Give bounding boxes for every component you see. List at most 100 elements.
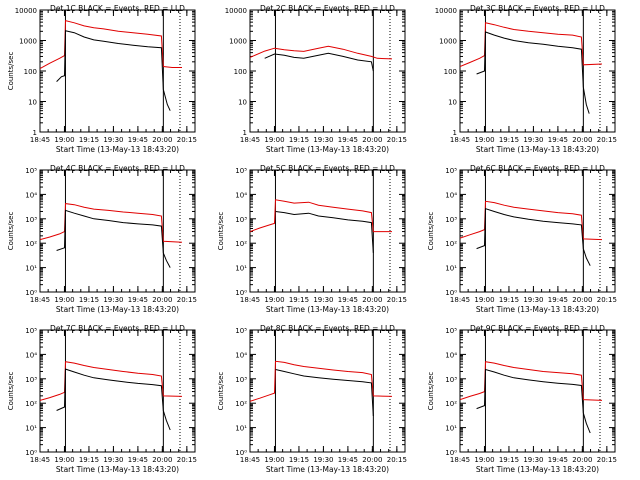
y-tick-label: 10⁴ — [445, 351, 457, 359]
y-tick-label: 10⁰ — [25, 289, 37, 297]
x-axis-label: Start Time (13-May-13 18:43:20) — [56, 465, 179, 474]
y-tick-label: 10⁵ — [25, 327, 37, 335]
x-tick-label: 19:45 — [338, 456, 358, 464]
x-axis-label: Start Time (13-May-13 18:43:20) — [266, 305, 389, 314]
series-group — [40, 361, 183, 431]
x-tick-label: 19:00 — [474, 136, 494, 144]
y-tick-label: 10² — [235, 400, 247, 408]
x-axis-label: Start Time (13-May-13 18:43:20) — [476, 305, 599, 314]
y-tick-label: 10³ — [25, 376, 37, 384]
series-line-lld — [40, 361, 183, 401]
y-tick-label: 10⁵ — [445, 327, 457, 335]
x-tick-label: 18:45 — [30, 296, 50, 304]
panel-title: Det 5C BLACK = Events, RED = LLD — [260, 164, 395, 173]
panel-7: 10⁰ 10¹ 10² 10³ 10⁴ 10⁵ 18:45 19:00 19:15 19:30 19… — [7, 324, 197, 474]
y-tick-label: 10⁵ — [25, 167, 37, 175]
x-tick-label: 19:00 — [264, 296, 284, 304]
y-tick-label: 10⁴ — [235, 191, 247, 199]
series-line-lld — [460, 361, 603, 401]
y-tick-label: 1 — [243, 129, 247, 137]
panel-6: 10⁰ 10¹ 10² 10³ 10⁴ 10⁵ 18:45 19:00 19:15 19:30 19… — [427, 164, 617, 314]
y-tick-label: 10¹ — [25, 425, 37, 433]
x-tick-label: 19:15 — [289, 456, 309, 464]
y-axis-label: Counts/sec — [7, 52, 15, 91]
x-axis-label: Start Time (13-May-13 18:43:20) — [56, 305, 179, 314]
x-tick-label: 19:45 — [548, 136, 568, 144]
y-tick-label: 10² — [235, 240, 247, 248]
panel-8: 10⁰ 10¹ 10² 10³ 10⁴ 10⁵ 18:45 19:00 19:15 19:30 19… — [217, 324, 407, 474]
x-tick-label: 19:45 — [548, 296, 568, 304]
y-tick-label: 10⁴ — [445, 191, 457, 199]
x-tick-label: 18:45 — [450, 136, 470, 144]
series-group — [250, 360, 393, 417]
y-tick-label: 10¹ — [25, 265, 37, 273]
plot-frame — [249, 9, 406, 133]
plot-frame — [39, 9, 196, 133]
x-tick-label: 19:45 — [548, 456, 568, 464]
y-tick-label: 1000 — [439, 38, 457, 46]
y-tick-label: 10⁰ — [235, 449, 247, 457]
series-line-lld — [250, 360, 393, 402]
x-tick-label: 19:15 — [289, 136, 309, 144]
x-tick-label: 19:45 — [128, 136, 148, 144]
series-group — [460, 22, 603, 114]
plot-frame — [459, 169, 616, 293]
series-line-events — [275, 211, 374, 253]
plot-frame — [39, 169, 196, 293]
x-tick-label: 20:00 — [362, 296, 382, 304]
x-tick-label: 19:00 — [474, 296, 494, 304]
y-tick-label: 10⁴ — [25, 191, 37, 199]
y-tick-label: 100 — [24, 68, 37, 76]
x-tick-label: 18:45 — [30, 456, 50, 464]
x-tick-label: 19:15 — [79, 136, 99, 144]
y-tick-label: 100 — [234, 68, 247, 76]
x-tick-label: 19:45 — [128, 456, 148, 464]
series-line-events — [56, 368, 171, 431]
x-tick-label: 19:15 — [499, 296, 519, 304]
x-tick-label: 19:15 — [289, 296, 309, 304]
y-tick-label: 1000 — [229, 38, 247, 46]
x-tick-label: 20:15 — [597, 296, 617, 304]
y-tick-label: 10³ — [25, 216, 37, 224]
y-tick-label: 10² — [25, 240, 37, 248]
y-axis-label: Counts/sec — [217, 372, 225, 411]
y-tick-label: 10000 — [15, 7, 37, 15]
x-tick-label: 19:30 — [103, 136, 123, 144]
x-tick-label: 19:30 — [523, 456, 543, 464]
series-line-lld — [40, 19, 182, 70]
x-tick-label: 19:30 — [103, 296, 123, 304]
x-tick-label: 19:30 — [313, 296, 333, 304]
series-group — [40, 203, 183, 268]
y-tick-label: 10000 — [225, 7, 247, 15]
y-axis-label: Counts/sec — [7, 372, 15, 411]
series-line-lld — [460, 200, 603, 241]
x-tick-label: 20:00 — [152, 456, 172, 464]
x-tick-label: 18:45 — [450, 296, 470, 304]
x-tick-label: 20:15 — [597, 136, 617, 144]
x-tick-label: 19:30 — [313, 456, 333, 464]
panel-title: Det 1C BLACK = Events, RED = LLD — [50, 4, 185, 13]
panel-title: Det 6C BLACK = Events, RED = LLD — [470, 164, 605, 173]
y-axis-label: Counts/sec — [217, 212, 225, 251]
y-tick-label: 10³ — [235, 216, 247, 224]
y-tick-label: 10 — [448, 99, 457, 107]
y-tick-label: 10⁵ — [235, 167, 247, 175]
x-tick-label: 20:00 — [362, 136, 382, 144]
y-tick-label: 10² — [25, 400, 37, 408]
plot-frame — [39, 329, 196, 453]
series-line-events — [476, 368, 591, 434]
y-tick-label: 10³ — [445, 376, 457, 384]
x-axis-label: Start Time (13-May-13 18:43:20) — [266, 145, 389, 154]
series-line-lld — [250, 45, 393, 60]
y-tick-label: 10² — [445, 400, 457, 408]
series-line-lld — [250, 199, 392, 233]
x-tick-label: 20:15 — [177, 136, 197, 144]
x-tick-label: 19:30 — [523, 296, 543, 304]
x-tick-label: 20:00 — [572, 456, 592, 464]
series-line-events — [264, 52, 374, 72]
y-axis-label: Counts/sec — [7, 212, 15, 251]
x-tick-label: 20:15 — [597, 456, 617, 464]
x-tick-label: 20:00 — [572, 296, 592, 304]
series-line-events — [275, 369, 374, 417]
y-tick-label: 10² — [445, 240, 457, 248]
